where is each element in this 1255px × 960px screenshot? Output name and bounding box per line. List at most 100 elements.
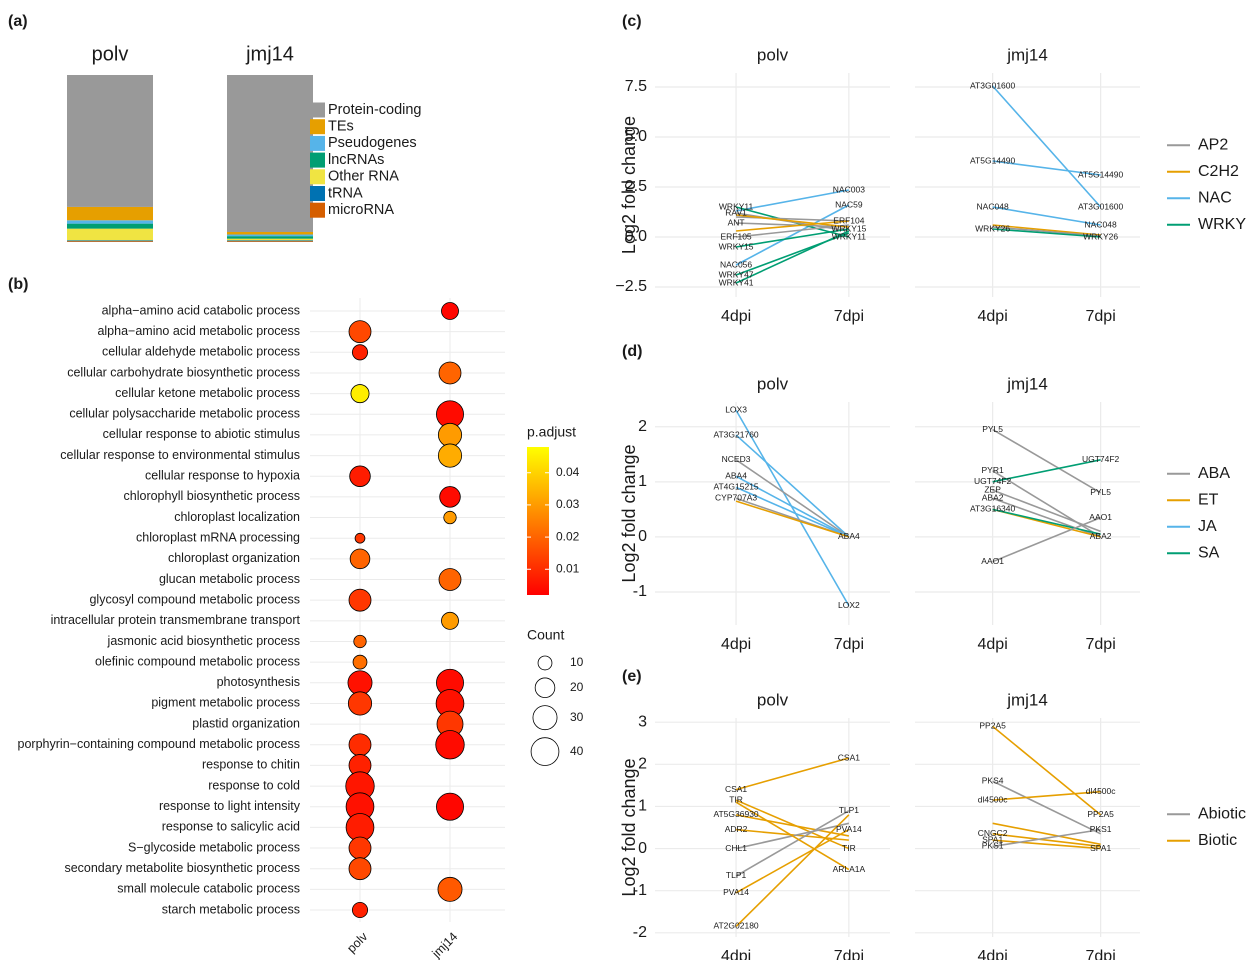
gene-label: CSA1 [838, 752, 860, 762]
x-tick-label: polv [344, 929, 371, 956]
gene-label: NAC003 [833, 184, 865, 194]
bar-segment [227, 234, 313, 237]
gene-label: NAC056 [720, 259, 752, 269]
legend-title: p.adjust [527, 424, 576, 440]
gene-label: WRKY41 [719, 277, 754, 287]
legend-label: ABA [1198, 465, 1230, 482]
gene-line [992, 790, 1101, 801]
bar-segment [67, 223, 153, 229]
dot [348, 857, 372, 881]
size-legend-dot [534, 677, 556, 698]
dot [435, 730, 465, 760]
dot [438, 568, 462, 591]
gene-line [735, 801, 850, 871]
term-label: pigment metabolic process [151, 696, 300, 710]
term-label: response to chitin [202, 758, 300, 772]
gene-label: ZEP [984, 484, 1001, 494]
gene-line [992, 206, 1101, 226]
legend-label: microRNA [328, 202, 394, 218]
y-axis-label: Log2 fold change [619, 116, 639, 254]
term-label: olefinic compound metabolic process [95, 654, 300, 668]
bar-segment [67, 240, 153, 242]
legend-label: ET [1198, 491, 1219, 508]
gene-line [735, 486, 850, 538]
dot [437, 876, 463, 902]
term-label: alpha−amino acid metabolic process [97, 324, 300, 338]
legend-label: Abiotic [1198, 805, 1246, 822]
gene-label: ABA2 [982, 493, 1004, 503]
gene-label: CHL1 [725, 843, 747, 853]
x-tick-label: 4dpi [978, 948, 1008, 960]
legend-swatch [310, 152, 325, 168]
legend-label: lncRNAs [328, 152, 384, 168]
gene-label: PYL5 [982, 424, 1003, 434]
facet-title: polv [757, 45, 789, 64]
x-tick-label: 4dpi [721, 636, 751, 653]
legend-label: AP2 [1198, 136, 1228, 153]
dot [437, 443, 463, 468]
gene-line [735, 204, 850, 266]
dot [348, 836, 372, 860]
x-tick-label: 7dpi [834, 308, 864, 325]
legend-label: TEs [328, 119, 354, 135]
term-label: alpha−amino acid catabolic process [102, 303, 300, 317]
dot [441, 302, 459, 320]
gene-label: AT5G14490 [1078, 169, 1123, 179]
gene-label: CSA1 [725, 784, 747, 794]
gene-label: ERF104 [833, 215, 864, 225]
gene-line [735, 828, 850, 894]
gene-label: AT5G36930 [713, 809, 758, 819]
y-tick-label: 2.5 [625, 178, 647, 195]
dot [436, 792, 464, 821]
bar-segment [227, 75, 313, 232]
legend-label: tRNA [328, 185, 363, 201]
term-label: cellular polysaccharide metabolic proces… [69, 407, 300, 421]
y-tick-label: -1 [633, 583, 647, 600]
term-label: cellular aldehyde metabolic process [102, 345, 300, 359]
gene-line [992, 828, 1101, 848]
gene-line [992, 160, 1101, 176]
gene-label: SPA1 [1090, 843, 1111, 853]
gene-label: PVA14 [836, 824, 862, 834]
size-legend-label: 30 [570, 710, 584, 724]
y-tick-label: -1 [633, 882, 647, 899]
gene-label: NAC048 [1085, 219, 1117, 229]
dot [443, 510, 457, 525]
gene-line [735, 212, 850, 232]
gene-label: PP2A5 [1087, 809, 1114, 819]
gene-label: WRKY47 [719, 269, 754, 279]
gene-label: ERF105 [720, 231, 751, 241]
y-tick-label: 2 [638, 418, 647, 435]
term-label: chloroplast mRNA processing [136, 531, 300, 545]
size-legend-dot [530, 737, 560, 766]
gene-line [992, 833, 1101, 848]
facet-title: polv [757, 690, 789, 709]
gene-label: TIR [729, 794, 743, 804]
gene-line [992, 516, 1101, 563]
gene-line [992, 508, 1101, 535]
dot [348, 588, 372, 612]
gene-label: AT5G14490 [970, 155, 1015, 165]
gene-line [992, 725, 1102, 816]
gene-label: PVA14 [723, 887, 749, 897]
color-bar-label: 0.02 [556, 529, 580, 543]
legend-label: Pseudogenes [328, 135, 417, 151]
dot [438, 361, 462, 385]
dot [353, 634, 367, 649]
gene-label: PKS4 [982, 775, 1004, 785]
gene-label: AT2G02180 [713, 921, 758, 931]
gene-line [735, 224, 849, 238]
term-label: cellular response to hypoxia [145, 469, 300, 483]
bar-segment [67, 75, 153, 207]
gene-line [735, 214, 849, 228]
size-legend-label: 20 [570, 680, 584, 694]
gene-line [735, 814, 850, 928]
x-tick-label: 4dpi [978, 308, 1008, 325]
legend-title: Count [527, 627, 564, 643]
term-label: response to light intensity [159, 799, 301, 813]
term-label: porphyrin−containing compound metabolic … [18, 737, 300, 751]
term-label: chlorophyll biosynthetic process [124, 489, 300, 503]
gene-label: AT3G16340 [970, 504, 1015, 514]
term-label: S−glycoside metabolic process [128, 840, 300, 854]
